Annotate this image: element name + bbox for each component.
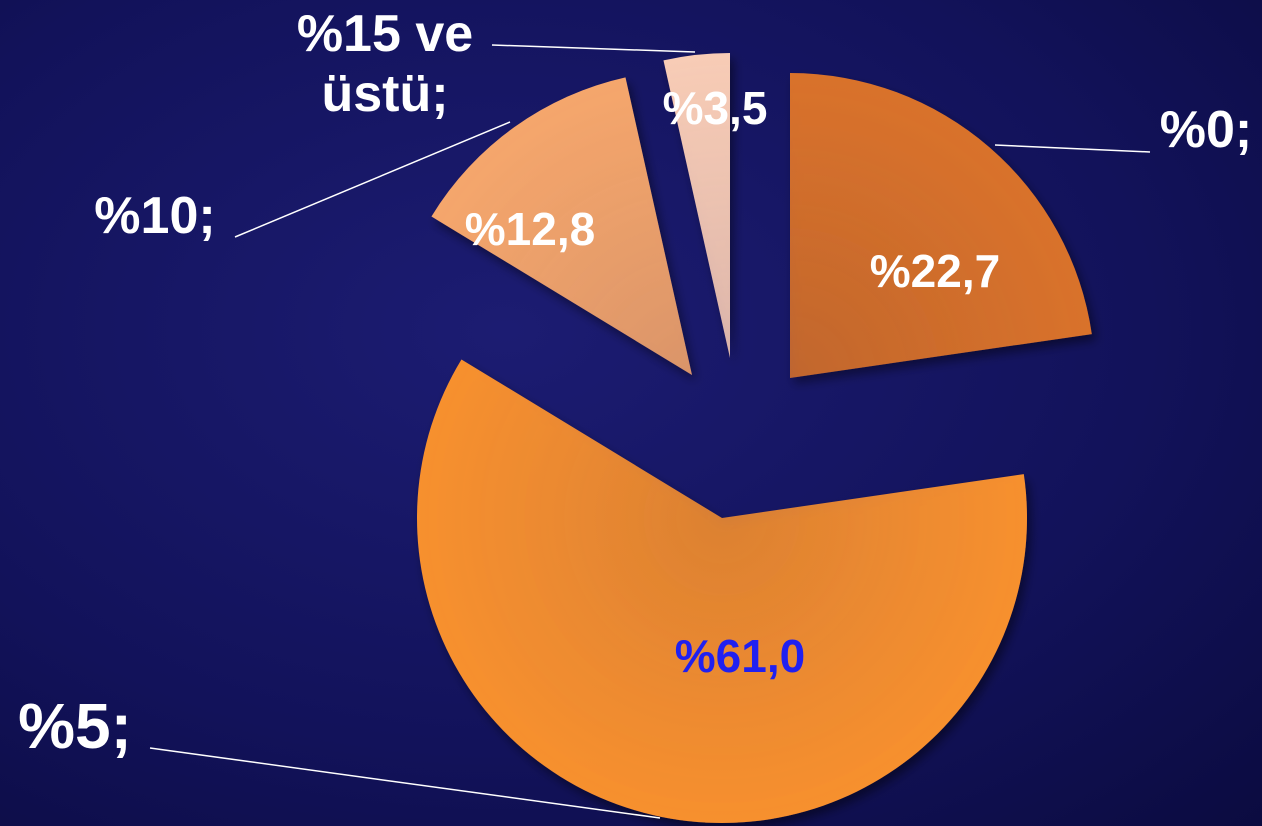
value-label: %61,0 [675, 630, 805, 682]
leader-line [234, 121, 511, 238]
pie-slice [663, 53, 730, 358]
category-label: %10; [94, 187, 216, 245]
category-label: %15 ve üstü; [296, 5, 474, 123]
value-label: %12,8 [465, 203, 595, 255]
category-label: %0; [1159, 101, 1253, 159]
value-label: %22,7 [870, 245, 1000, 297]
pie-slice [431, 77, 692, 375]
pie-slice [417, 359, 1027, 823]
category-label: %5; [18, 690, 132, 762]
leader-line [491, 44, 696, 53]
value-label: %3,5 [663, 82, 768, 134]
leader-line [994, 144, 1151, 153]
pie-slice [790, 73, 1092, 378]
leader-line [149, 747, 661, 819]
